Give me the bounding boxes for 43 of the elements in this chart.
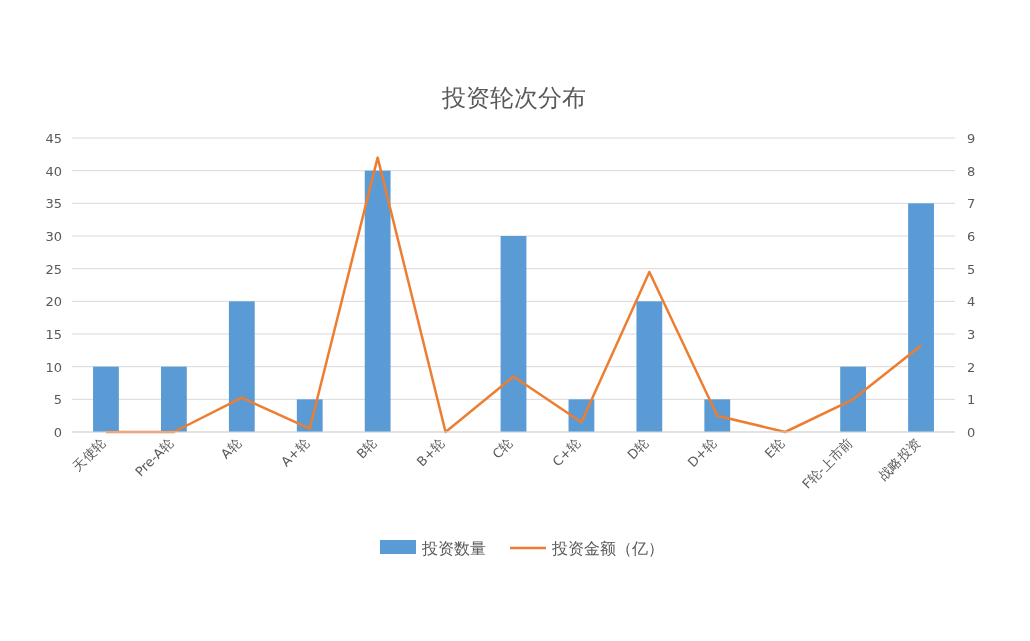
bar (364, 170, 391, 432)
bar (636, 301, 663, 432)
y-tick-label: 15 (45, 327, 62, 342)
y2-tick-label: 7 (967, 196, 976, 212)
y2-tick-label: 4 (967, 294, 976, 310)
y-tick-label: 10 (45, 359, 62, 375)
x-tick-label: D轮 (624, 435, 652, 463)
x-tick-label: 天使轮 (69, 435, 109, 474)
y-tick-label: 0 (53, 425, 62, 440)
bar (908, 203, 934, 432)
x-tick-label: B+轮 (413, 435, 448, 470)
y2-tick-label: 2 (967, 359, 976, 375)
y2-tick-label: 3 (967, 327, 976, 342)
x-tick-label: 战略投资 (875, 435, 924, 483)
y2-tick-label: 5 (967, 261, 976, 277)
bar (228, 301, 255, 432)
y-tick-label: 20 (45, 294, 62, 310)
chart-title: 投资轮次分布 (440, 84, 586, 112)
bar (160, 366, 187, 432)
y2-tick-label: 6 (967, 229, 976, 244)
bar (840, 366, 867, 432)
y2-tick-label: 1 (967, 392, 976, 408)
legend-label: 投资金额（亿） (551, 539, 664, 558)
x-tick-label: D+轮 (684, 435, 720, 471)
y-tick-label: 35 (45, 196, 62, 212)
bar (93, 366, 119, 432)
x-tick-label: C轮 (489, 435, 516, 462)
y-tick-label: 25 (45, 261, 62, 277)
y-tick-label: 40 (45, 163, 62, 179)
x-tick-label: A+轮 (278, 435, 312, 470)
y2-tick-label: 9 (967, 131, 976, 146)
x-tick-label: E轮 (761, 435, 788, 462)
x-tick-label: C+轮 (549, 435, 584, 470)
y-tick-label: 45 (45, 131, 62, 146)
legend-label: 投资数量 (421, 539, 486, 558)
x-tick-label: A轮 (217, 435, 244, 462)
x-tick-label: F轮-上市前 (799, 435, 856, 492)
y2-tick-label: 0 (967, 425, 976, 440)
x-tick-label: B轮 (353, 435, 380, 462)
y-tick-label: 30 (45, 229, 62, 244)
y-tick-label: 5 (53, 392, 62, 408)
bar (500, 236, 527, 432)
y2-tick-label: 8 (967, 163, 976, 179)
